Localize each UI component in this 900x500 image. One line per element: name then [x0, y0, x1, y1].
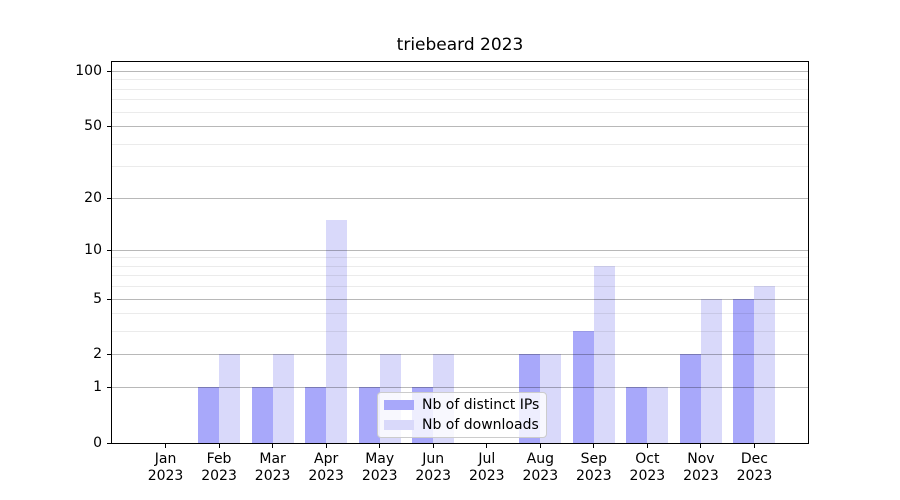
y-tick-mark — [107, 443, 111, 444]
x-tick-mark — [379, 444, 381, 448]
legend: Nb of distinct IPs Nb of downloads — [377, 392, 547, 438]
bar-downloads — [219, 354, 241, 443]
gridline-minor — [112, 275, 808, 277]
bar-distinct-ips — [572, 331, 594, 443]
y-tick-mark — [107, 354, 111, 356]
x-tick-label: Nov 2023 — [683, 451, 719, 484]
gridline-major — [112, 354, 808, 356]
gridline-major — [112, 298, 808, 300]
gridline-major — [112, 71, 808, 73]
y-tick-mark — [107, 298, 111, 300]
x-tick-mark — [593, 444, 595, 448]
y-tick-label: 100 — [75, 63, 102, 80]
gridline-minor — [112, 331, 808, 333]
bar-downloads — [700, 298, 722, 443]
x-tick-label: Feb 2023 — [201, 451, 237, 484]
bar-distinct-ips — [358, 387, 380, 443]
gridline-major — [112, 249, 808, 251]
x-tick-mark — [486, 444, 488, 448]
gridline-minor — [112, 265, 808, 267]
gridline-minor — [112, 286, 808, 288]
y-tick-label: 20 — [84, 189, 102, 206]
y-tick-label: 50 — [84, 118, 102, 135]
gridline-major — [112, 197, 808, 199]
x-tick-label: Jul 2023 — [468, 451, 505, 484]
legend-label: Nb of downloads — [422, 417, 539, 433]
y-tick-mark — [107, 197, 111, 199]
y-tick-label: 10 — [84, 241, 102, 258]
gridline-minor — [112, 143, 808, 145]
y-tick-mark — [107, 387, 111, 389]
y-tick-label: 0 — [93, 435, 102, 451]
x-tick-label: Oct 2023 — [629, 451, 666, 484]
x-tick-label: Aug 2023 — [522, 451, 559, 484]
x-tick-mark — [700, 444, 702, 448]
x-tick-label: May 2023 — [361, 451, 398, 484]
x-tick-label: Sep 2023 — [576, 451, 612, 484]
x-tick-label: Jun 2023 — [415, 451, 452, 484]
bar-downloads — [326, 219, 348, 443]
y-tick-mark — [107, 249, 111, 251]
x-tick-label: Dec 2023 — [736, 451, 773, 484]
x-tick-mark — [432, 444, 434, 448]
gridline-minor — [112, 79, 808, 81]
bar-downloads — [754, 286, 776, 443]
x-tick-mark — [753, 444, 755, 448]
gridline-minor — [112, 257, 808, 259]
x-tick-mark — [325, 444, 327, 448]
x-tick-mark — [539, 444, 541, 448]
bar-downloads — [272, 354, 294, 443]
y-tick-label: 5 — [93, 290, 102, 307]
bar-distinct-ips — [251, 387, 273, 443]
gridline-minor — [112, 313, 808, 315]
distinct-ips-swatch-icon — [384, 400, 414, 410]
legend-label: Nb of distinct IPs — [422, 397, 540, 413]
x-tick-mark — [165, 444, 167, 448]
legend-item-downloads: Nb of downloads — [384, 415, 546, 435]
downloads-swatch-icon — [384, 420, 414, 430]
x-tick-mark — [218, 444, 220, 448]
bar-distinct-ips — [198, 387, 220, 443]
y-tick-label: 1 — [93, 379, 102, 396]
bar-distinct-ips — [626, 387, 648, 443]
x-tick-mark — [646, 444, 648, 448]
chart-title: triebeard 2023 — [396, 35, 524, 55]
y-tick-mark — [107, 71, 111, 73]
grid-layer — [112, 62, 808, 443]
y-tick-mark — [107, 126, 111, 128]
gridline-major — [112, 387, 808, 389]
gridline-minor — [112, 166, 808, 168]
legend-item-distinct-ips: Nb of distinct IPs — [384, 395, 546, 415]
gridline-minor — [112, 99, 808, 101]
x-tick-label: Jan 2023 — [147, 451, 184, 484]
y-tick-label: 2 — [93, 346, 102, 363]
plot-area — [111, 61, 809, 444]
bar-downloads — [647, 387, 669, 443]
x-tick-label: Mar 2023 — [254, 451, 291, 484]
bar-distinct-ips — [679, 354, 701, 443]
bar-downloads — [593, 265, 615, 443]
bar-distinct-ips — [733, 298, 755, 443]
x-tick-mark — [272, 444, 274, 448]
gridline-minor — [112, 111, 808, 113]
x-tick-label: Apr 2023 — [308, 451, 344, 484]
bar-distinct-ips — [305, 387, 327, 443]
gridline-minor — [112, 88, 808, 90]
gridline-major — [112, 126, 808, 128]
